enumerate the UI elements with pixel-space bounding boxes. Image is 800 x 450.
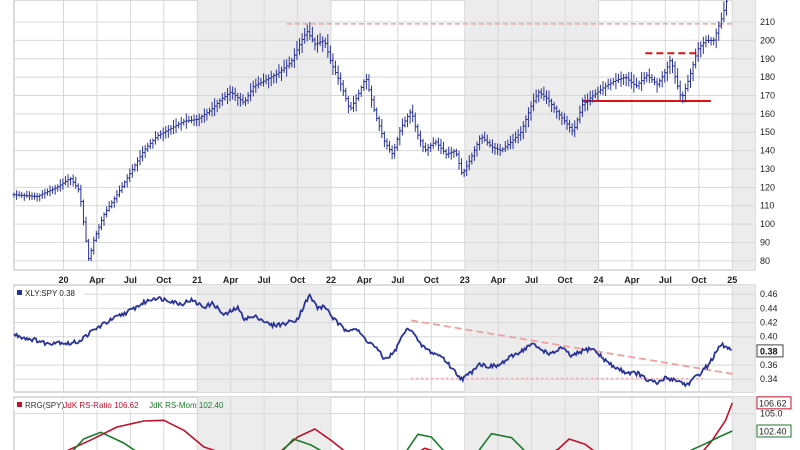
price-y-tick-label: 140: [760, 146, 775, 156]
x-tick-label: 25: [727, 275, 737, 285]
price-y-tick-label: 120: [760, 182, 775, 192]
price-ohlc-bars: [12, 0, 728, 262]
x-tick-label: Jul: [659, 275, 672, 285]
x-tick-label: Jul: [525, 275, 538, 285]
year-shade-2025: [732, 285, 755, 392]
rrg-last-value-text: 102.40: [759, 427, 787, 437]
rrg-last-value-boxes: 106.62 102.40: [756, 396, 792, 438]
x-tick-label: 23: [460, 275, 470, 285]
x-tick-label: Apr: [357, 275, 373, 285]
price-y-tick-label: 80: [760, 256, 770, 266]
rs-y-tick-label: 0.42: [760, 318, 778, 328]
price-panel: 80 90 100 110 120 130 140 150 160 170 180 190 200 210…: [12, 0, 775, 285]
x-tick-label: Oct: [156, 275, 171, 285]
rs-legend-swatch: [17, 290, 22, 295]
rrg-line-rs-mom: [72, 430, 733, 450]
rrg-legend-item: RRG(SPY): [25, 401, 64, 410]
rs-legend-background: [14, 287, 84, 298]
x-tick-label: Oct: [558, 275, 573, 285]
ohlc-bar: [725, 0, 728, 16]
rs-y-tick-label: 0.36: [760, 360, 778, 370]
x-tick-label: Apr: [624, 275, 640, 285]
rs-last-value-text: 0.38: [760, 346, 778, 356]
rrg-legend-background: [14, 399, 194, 410]
rrg-legend-item: JdK RS-Ratio 106.62: [63, 401, 139, 410]
price-y-tick-label: 110: [760, 201, 774, 211]
rs-gridlines: [14, 285, 755, 392]
rs-legend-label: XLY:SPY 0.38: [25, 289, 76, 298]
x-tick-label: 22: [326, 275, 336, 285]
x-tick-label: Jul: [391, 275, 404, 285]
price-y-tick-label: 160: [760, 109, 775, 119]
price-y-tick-label: 180: [760, 72, 775, 82]
rrg-legend-item: JdK RS-Mom 102.40: [149, 401, 224, 410]
x-tick-label: 21: [192, 275, 202, 285]
rs-y-tick-label: 0.40: [760, 332, 778, 342]
rs-y-tick-label: 0.46: [760, 289, 778, 299]
rrg-last-value-frame: [756, 396, 792, 410]
price-y-tick-label: 170: [760, 91, 775, 101]
x-tick-label: 24: [593, 275, 603, 285]
rs-series-line: [13, 292, 732, 388]
price-y-axis-ticks: 80 90 100 110 120 130 140 150 160 170 180 190 200 210: [760, 17, 775, 266]
x-tick-label: Oct: [290, 275, 305, 285]
year-shade-2025: [732, 0, 755, 270]
x-tick-label: Oct: [424, 275, 439, 285]
rrg-legend: RRG(SPY) JdK RS-Ratio 106.62 JdK RS-Mom 10…: [17, 401, 224, 410]
rrg-legend-swatch: [17, 402, 22, 407]
x-tick-label: Apr: [223, 275, 239, 285]
price-y-tick-label: 200: [760, 35, 775, 45]
rrg-last-value-text: 106.62: [759, 398, 787, 408]
rrg-gridlines: [14, 397, 755, 450]
price-y-tick-label: 190: [760, 54, 775, 64]
year-shade-2025: [732, 397, 755, 450]
price-y-tick-label: 100: [760, 219, 775, 229]
rrg-y-tick-label: 105.0: [760, 409, 783, 419]
rs-annotation-lines: [411, 319, 736, 380]
rrg-last-value-frame: [756, 424, 792, 438]
rs-y-tick-label: 0.44: [760, 303, 778, 313]
rs-y-tick-label: 0.34: [760, 374, 778, 384]
rrg-y-axis-ticks: 105.0: [760, 409, 783, 419]
x-tick-label: Oct: [691, 275, 706, 285]
x-axis-ticks: 20 Apr Jul Oct 21 Apr Jul Oct 22 Apr Jul Oct 23 Apr Ju…: [58, 275, 737, 285]
rs-last-value-frame: [756, 344, 784, 358]
price-y-tick-label: 90: [760, 237, 770, 247]
price-y-tick-label: 210: [760, 17, 775, 27]
rs-last-value-box: 0.38: [756, 344, 784, 358]
x-tick-label: Jul: [258, 275, 271, 285]
x-tick-label: Apr: [89, 275, 105, 285]
rs-panel: 0.46 0.44 0.42 0.40 0.36 0.34 XLY:SPY 0.38 0.…: [13, 284, 784, 393]
rs-y-axis-ticks: 0.46 0.44 0.42 0.40 0.36 0.34: [760, 289, 778, 384]
rrg-line-rs-ratio: [66, 402, 734, 450]
rrg-series-lines: [66, 402, 734, 450]
x-tick-label: Jul: [124, 275, 137, 285]
rrg-panel: 105.0 RRG(SPY) JdK RS-Ratio 106.62 JdK RS-…: [13, 396, 792, 450]
price-y-tick-label: 130: [760, 164, 775, 174]
x-tick-label: Apr: [490, 275, 506, 285]
x-tick-label: 20: [58, 275, 68, 285]
price-y-tick-label: 150: [760, 127, 775, 137]
price-annotation-lines: [286, 23, 735, 103]
